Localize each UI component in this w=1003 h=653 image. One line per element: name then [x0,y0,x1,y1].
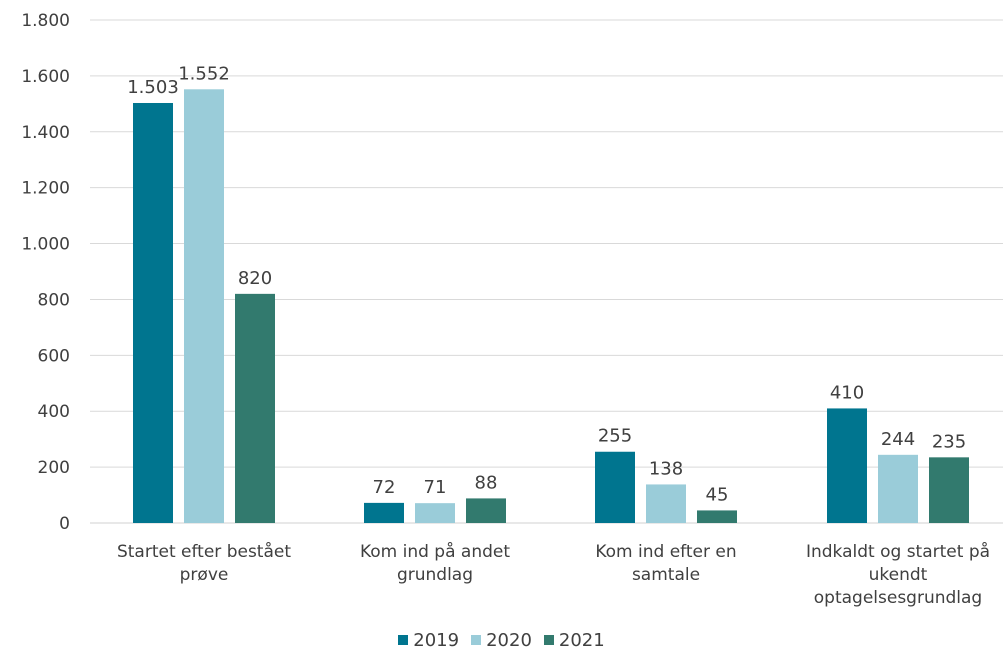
category-label: Startet efter bestået prøve [117,541,291,585]
y-tick-label: 600 [38,346,70,366]
category-label-line: grundlag [397,565,473,585]
category-label-line: Indkaldt og startet på [806,541,990,562]
y-tick-label: 400 [38,402,70,422]
y-tick-label: 800 [38,290,70,310]
category-label: Kom ind efter en samtale [595,542,736,585]
data-label: 72 [373,477,396,498]
category-label-line: optagelsesgrundlag [814,588,982,608]
category-label: Kom ind på andet grundlag [360,541,510,585]
bar-2020 [415,503,455,523]
data-label: 138 [649,458,683,479]
legend-item-2019: 2019 [398,630,459,651]
category-label-line: ukendt [869,565,928,585]
legend-item-2020: 2020 [471,630,532,651]
data-label: 1.552 [178,63,230,84]
data-label: 820 [238,268,272,289]
bar-chart: 0 200 400 600 800 1.000 1.200 1.400 1.600 1.800 1… [21,11,1003,608]
x-axis: Startet efter bestået prøve Kom ind på and… [117,541,990,608]
bar-2020 [646,484,686,523]
category-label-line: samtale [632,565,700,585]
data-label: 71 [424,477,447,498]
bar-2021 [929,457,969,523]
y-tick-label: 1.400 [21,123,70,143]
y-axis: 0 200 400 600 800 1.000 1.200 1.400 1.600 1.800 [21,11,70,534]
data-label: 244 [881,429,915,450]
data-label: 235 [932,431,966,452]
legend-swatch [543,635,554,645]
data-label: 45 [706,484,729,505]
bar-2019 [364,502,404,523]
y-tick-label: 1.200 [21,179,70,199]
bar-2021 [466,498,506,523]
bar-2019 [133,102,173,524]
bar-2020 [184,89,224,524]
bar-2019 [595,451,635,523]
legend-swatch [471,635,482,645]
legend: 2019 2020 2021 [0,630,1003,651]
y-tick-label: 200 [38,458,70,478]
y-tick-label: 1.000 [21,235,70,255]
data-label: 1.503 [127,77,179,98]
data-label: 255 [598,426,632,447]
data-label: 410 [830,382,864,403]
category-label: Indkaldt og startet på ukendt optagelsesgr… [806,541,990,608]
legend-label: 2021 [558,630,605,651]
y-tick-label: 0 [59,514,70,534]
bar-2019 [827,408,867,523]
legend-label: 2020 [486,630,532,651]
category-label-line: Kom ind efter en [595,542,736,562]
bar-2021 [697,510,737,523]
category-label-line: Startet efter bestået [117,541,291,562]
bar-2021 [235,293,275,523]
bar-2020 [878,454,918,523]
y-tick-label: 1.800 [21,11,70,31]
legend-swatch [398,635,409,645]
y-tick-label: 1.600 [21,67,70,87]
data-label: 88 [475,472,498,493]
legend-item-2021: 2021 [543,630,605,651]
category-label-line: Kom ind på andet [360,541,510,562]
legend-label: 2019 [413,630,460,651]
category-label-line: prøve [180,565,229,585]
